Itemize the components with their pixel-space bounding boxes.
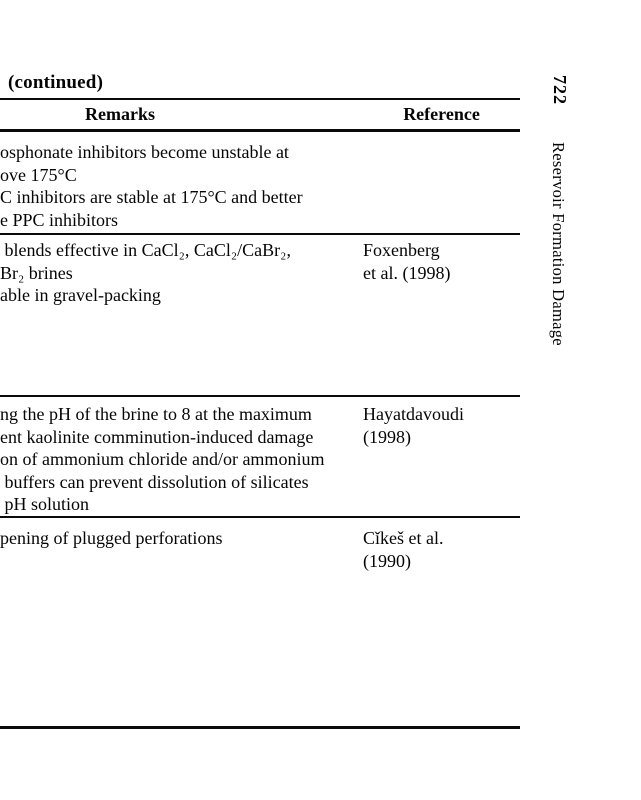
column-header-reference: Reference — [403, 104, 480, 124]
column-header-remarks: Remarks — [85, 104, 155, 124]
table-rule-header-bottom — [0, 129, 520, 132]
table-row-remarks: osphonate inhibitors become unstable at … — [0, 142, 303, 230]
table-rule-top — [0, 98, 520, 100]
table-continued-label: (continued) — [8, 72, 104, 93]
table-row-reference: Hayatdavoudi (1998) — [363, 404, 464, 447]
table-rule-row-separator — [0, 395, 520, 397]
table-row-reference: Foxenberg et al. (1998) — [363, 240, 451, 283]
table-rule-row-separator — [0, 233, 520, 235]
table-row-remarks: ng the pH of the brine to 8 at the maxim… — [0, 404, 325, 514]
table-row-remarks: blends effective in CaCl₂, CaCl₂/CaBr₂, … — [0, 240, 291, 305]
table-row-remarks: pening of plugged perforations — [0, 528, 223, 548]
page-number: 722 — [550, 75, 570, 105]
table-row-reference: Cǐkeš et al. (1990) — [363, 528, 444, 571]
table-rule-bottom — [0, 726, 520, 729]
running-title: Reservoir Formation Damage — [549, 142, 568, 346]
table-rule-row-separator — [0, 516, 520, 518]
